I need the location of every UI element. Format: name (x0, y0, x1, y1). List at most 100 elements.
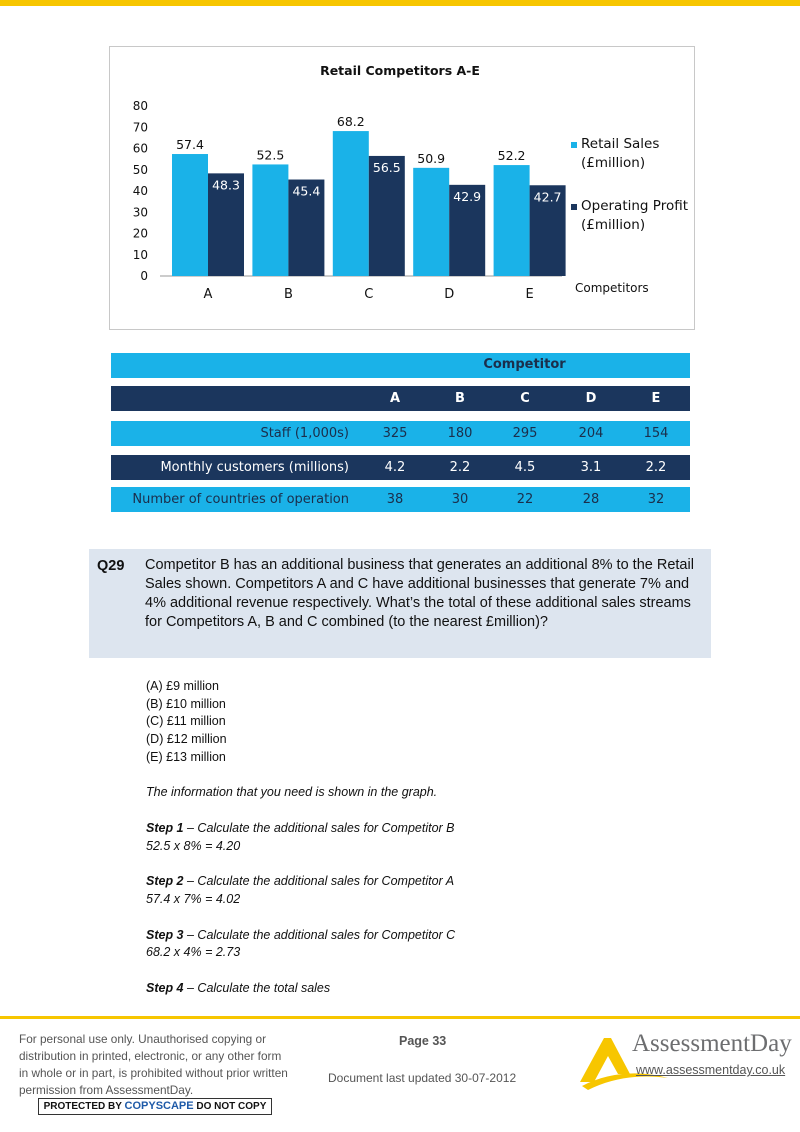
explanation-intro: The information that you need is shown i… (146, 785, 438, 799)
answer-option-c: (C) £11 million (146, 714, 226, 728)
copyright-notice: For personal use only. Unauthorised copy… (19, 1032, 288, 1097)
table-cell: 38 (386, 492, 404, 507)
y-tick-label: 30 (133, 205, 148, 219)
table-cell: 32 (647, 492, 665, 507)
copyscape-post: DO NOT COPY (193, 1101, 267, 1112)
copyscape-badge[interactable]: PROTECTED BY COPYSCAPE DO NOT COPY (38, 1098, 272, 1115)
table-cell: 30 (451, 492, 469, 507)
table-cell: 295 (512, 426, 538, 441)
data-label: 42.7 (534, 189, 562, 204)
assessmentday-logo-icon (580, 1038, 668, 1090)
legend-label: Retail Sales (581, 136, 659, 152)
y-tick-label: 40 (133, 184, 148, 198)
answer-option-a: (A) £9 million (146, 679, 219, 693)
brand-url-link[interactable]: www.assessmentday.co.uk (636, 1063, 786, 1077)
bar-d-series-2 (449, 184, 486, 276)
x-tick-label: B (284, 287, 293, 302)
chart-title: Retail Competitors A-E (320, 63, 480, 78)
data-label: 52.2 (498, 148, 526, 163)
data-label: 48.3 (212, 177, 240, 192)
legend-label: (£million) (581, 217, 645, 233)
table-cell: 28 (582, 492, 600, 507)
table-cell: 4.5 (514, 460, 536, 475)
footer-divider (0, 1016, 800, 1019)
table-cell: 154 (643, 426, 669, 441)
data-label: 56.5 (373, 160, 401, 175)
x-tick-label: E (525, 287, 533, 302)
y-tick-label: 10 (133, 248, 148, 262)
table-group-header-row: Competitor (111, 353, 690, 378)
legend-swatch (571, 204, 577, 210)
step-text: – Calculate the additional sales for Com… (183, 874, 455, 888)
bar-d-series-1 (413, 167, 450, 276)
step-text: – Calculate the total sales (183, 981, 331, 995)
bar-e-series-1 (493, 165, 530, 276)
bar-e-series-2 (529, 185, 566, 276)
answer-option-b: (B) £10 million (146, 697, 226, 711)
table-cell: 22 (516, 492, 534, 507)
step-1: Step 1 – Calculate the additional sales … (146, 821, 455, 835)
data-label: 68.2 (337, 114, 365, 129)
bar-b-series-2 (288, 179, 325, 276)
legend-label: (£million) (581, 155, 645, 171)
table-cell: 3.1 (580, 460, 602, 475)
column-header-d: D (585, 391, 597, 406)
table-cell: 2.2 (449, 460, 471, 475)
retail-competitors-chart: Retail Competitors A-E 0 10 20 30 40 50 60 70 80 5… (109, 46, 695, 330)
y-tick-label: 20 (133, 227, 148, 241)
question-number: Q29 (97, 558, 125, 574)
chart-canvas: Retail Competitors A-E 0 10 20 30 40 50 60 70 80 5… (133, 63, 688, 302)
last-updated: Document last updated 30-07-2012 (328, 1071, 517, 1085)
column-header-a: A (389, 391, 401, 406)
table-row: Staff (1,000s) 325 180 295 204 154 (111, 421, 690, 446)
table-cell: 325 (382, 426, 408, 441)
table-column-header-row: A B C D E (111, 386, 690, 411)
table-row: Number of countries of operation 38 30 2… (111, 487, 690, 512)
top-accent-bar (0, 0, 800, 6)
legend-swatch (571, 142, 577, 148)
legend-label: Operating Profit (581, 198, 688, 214)
x-tick-label: D (444, 287, 454, 302)
row-label: Number of countries of operation (132, 492, 349, 507)
answer-option-d: (D) £12 million (146, 732, 227, 746)
data-label: 45.4 (292, 184, 320, 199)
table-cell: 204 (578, 426, 604, 441)
data-label: 50.9 (417, 151, 445, 166)
column-header-c: C (520, 391, 530, 406)
x-tick-label: A (204, 287, 213, 302)
row-label: Monthly customers (millions) (160, 460, 349, 475)
data-label: 42.9 (453, 189, 481, 204)
step-2-calc: 57.4 x 7% = 4.02 (146, 892, 241, 906)
copyscape-brand: COPYSCAPE (124, 1100, 194, 1112)
table-cell: 4.2 (384, 460, 406, 475)
step-3: Step 3 – Calculate the additional sales … (146, 928, 455, 942)
y-tick-label: 50 (133, 163, 148, 177)
bar-b-series-1 (252, 164, 289, 276)
step-3-calc: 68.2 x 4% = 2.73 (146, 945, 241, 959)
answer-option-e: (E) £13 million (146, 750, 226, 764)
bar-a-series-1 (172, 154, 208, 276)
step-text: – Calculate the additional sales for Com… (183, 928, 456, 942)
step-4: Step 4 – Calculate the total sales (146, 981, 330, 995)
y-tick-label: 60 (133, 142, 148, 156)
x-axis-label: Competitors (575, 281, 649, 295)
step-1-calc: 52.5 x 8% = 4.20 (146, 839, 241, 853)
row-label: Staff (1,000s) (260, 426, 349, 441)
x-tick-label: C (364, 287, 373, 302)
question-box: Q29 Competitor B has an additional busin… (89, 549, 711, 658)
table-cell: 2.2 (645, 460, 667, 475)
step-text: – Calculate the additional sales for Com… (183, 821, 455, 835)
table-cell: 180 (447, 426, 473, 441)
brand-name: AssessmentDay (632, 1030, 792, 1057)
table-row: Monthly customers (millions) 4.2 2.2 4.5… (111, 455, 690, 480)
question-text: Competitor B has an additional business … (145, 557, 694, 630)
step-2: Step 2 – Calculate the additional sales … (146, 874, 454, 888)
data-label: 57.4 (176, 137, 204, 152)
step-label: Step 4 (146, 981, 184, 995)
page-number: Page 33 (399, 1034, 447, 1048)
column-header-e: E (651, 391, 661, 406)
column-header-b: B (455, 391, 465, 406)
step-label: Step 2 (146, 874, 184, 888)
y-tick-label: 0 (140, 269, 148, 283)
step-label: Step 3 (146, 928, 184, 942)
